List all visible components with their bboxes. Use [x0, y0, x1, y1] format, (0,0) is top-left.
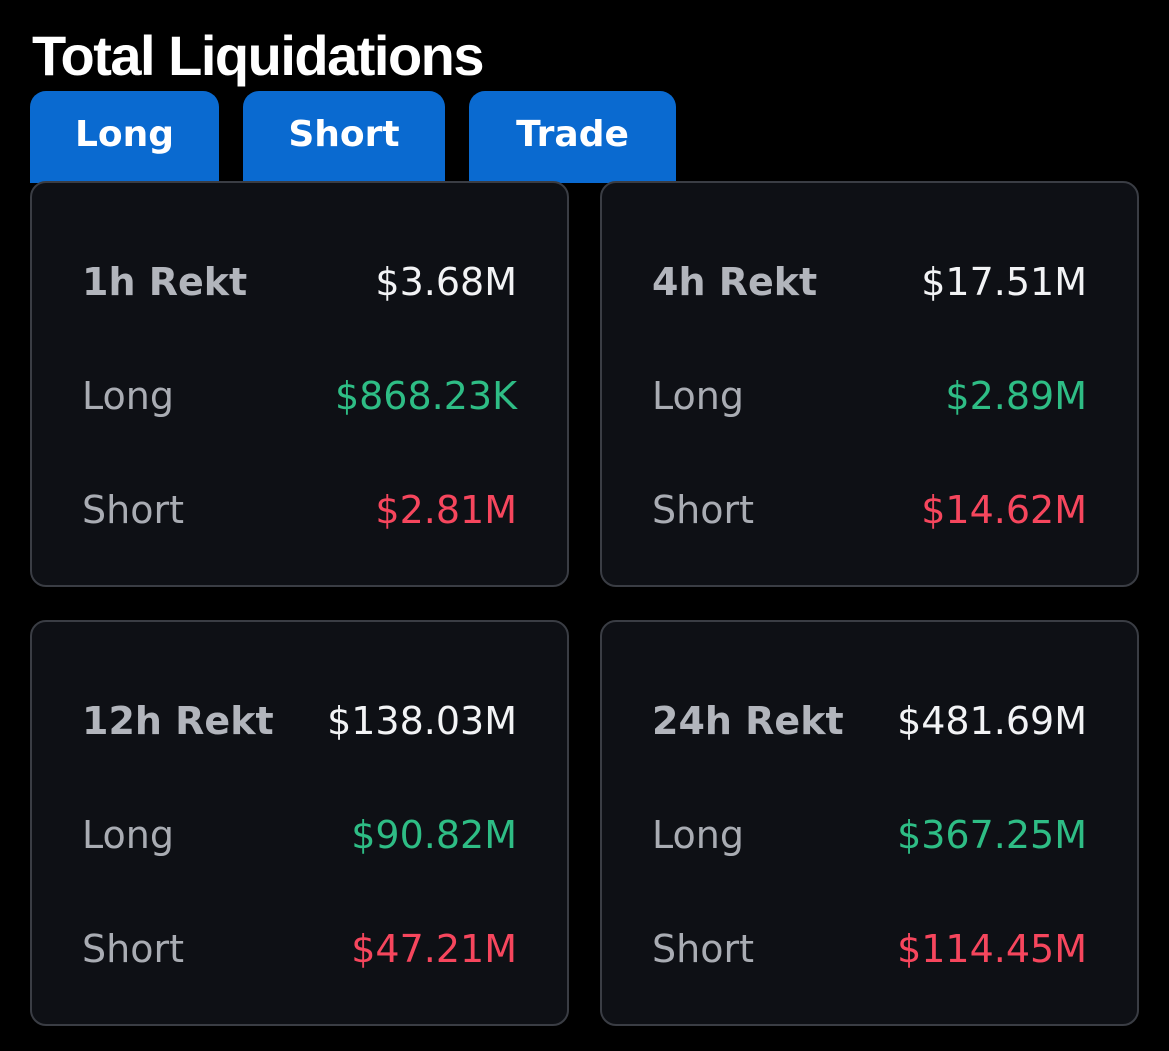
short-row: Short $2.81M [82, 485, 517, 535]
long-label: Long [652, 813, 744, 857]
short-label: Short [652, 927, 754, 971]
tab-short[interactable]: Short [243, 91, 445, 183]
total-row: 1h Rekt $3.68M [82, 257, 517, 307]
short-row: Short $47.21M [82, 924, 517, 974]
short-label: Short [82, 927, 184, 971]
long-value: $2.89M [945, 374, 1087, 418]
long-row: Long $2.89M [652, 371, 1087, 421]
short-row: Short $114.45M [652, 924, 1087, 974]
long-label: Long [652, 374, 744, 418]
liquidation-card-24h: 24h Rekt $481.69M Long $367.25M Short $1… [600, 620, 1139, 1026]
short-value: $2.81M [375, 488, 517, 532]
total-value: $138.03M [327, 699, 517, 743]
long-row: Long $367.25M [652, 810, 1087, 860]
liquidation-card-12h: 12h Rekt $138.03M Long $90.82M Short $47… [30, 620, 569, 1026]
period-label: 24h Rekt [652, 699, 844, 743]
total-value: $17.51M [921, 260, 1087, 304]
liquidation-card-4h: 4h Rekt $17.51M Long $2.89M Short $14.62… [600, 181, 1139, 587]
page-title: Total Liquidations [32, 24, 485, 87]
total-row: 12h Rekt $138.03M [82, 696, 517, 746]
total-value: $3.68M [375, 260, 517, 304]
period-label: 1h Rekt [82, 260, 248, 304]
short-value: $14.62M [921, 488, 1087, 532]
long-value: $90.82M [351, 813, 517, 857]
short-value: $47.21M [351, 927, 517, 971]
long-label: Long [82, 813, 174, 857]
long-row: Long $868.23K [82, 371, 517, 421]
long-value: $367.25M [897, 813, 1087, 857]
total-row: 4h Rekt $17.51M [652, 257, 1087, 307]
short-value: $114.45M [897, 927, 1087, 971]
short-label: Short [652, 488, 754, 532]
period-label: 12h Rekt [82, 699, 274, 743]
short-row: Short $14.62M [652, 485, 1087, 535]
total-value: $481.69M [897, 699, 1087, 743]
long-value: $868.23K [334, 374, 517, 418]
period-label: 4h Rekt [652, 260, 818, 304]
tab-long[interactable]: Long [30, 91, 219, 183]
long-row: Long $90.82M [82, 810, 517, 860]
liquidation-card-1h: 1h Rekt $3.68M Long $868.23K Short $2.81… [30, 181, 569, 587]
tab-trade[interactable]: Trade [469, 91, 676, 183]
long-label: Long [82, 374, 174, 418]
total-row: 24h Rekt $481.69M [652, 696, 1087, 746]
short-label: Short [82, 488, 184, 532]
